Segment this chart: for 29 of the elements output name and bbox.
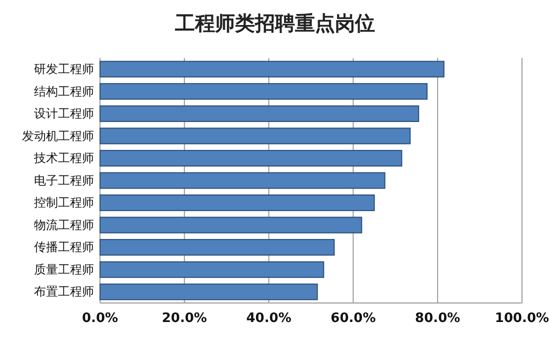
y-tick-label: 传播工程师 — [34, 240, 94, 254]
x-tick-label: 80.0% — [415, 311, 460, 326]
x-tick-label: 60.0% — [330, 311, 376, 326]
bar — [100, 83, 428, 100]
bar — [100, 194, 375, 212]
bar — [100, 128, 411, 144]
y-tick-label: 结构工程师 — [34, 84, 94, 98]
x-tick-label: 0.0% — [82, 311, 118, 326]
bar — [100, 60, 444, 78]
bar — [100, 150, 402, 167]
x-tick-label: 100.0% — [494, 311, 550, 326]
bar — [100, 261, 324, 278]
y-tick-label: 设计工程师 — [34, 106, 94, 121]
y-tick-label: 技术工程师 — [33, 151, 94, 166]
bar — [100, 239, 335, 256]
x-tick-label: 20.0% — [162, 311, 207, 326]
bar — [100, 172, 386, 189]
y-tick-label: 物流工程师 — [34, 218, 94, 232]
chart-title: 工程师类招聘重点岗位 — [174, 11, 375, 35]
y-tick-label: 电子工程师 — [34, 173, 94, 188]
y-tick-label: 控制工程师 — [34, 196, 94, 210]
bar — [100, 284, 318, 300]
bar — [100, 105, 420, 122]
bar — [100, 216, 362, 234]
y-tick-label: 质量工程师 — [34, 262, 94, 276]
y-tick-label: 布置工程师 — [34, 284, 94, 299]
y-tick-label: 发动机工程师 — [22, 128, 94, 143]
x-tick-label: 40.0% — [246, 311, 292, 326]
y-tick-label: 研发工程师 — [34, 62, 94, 76]
